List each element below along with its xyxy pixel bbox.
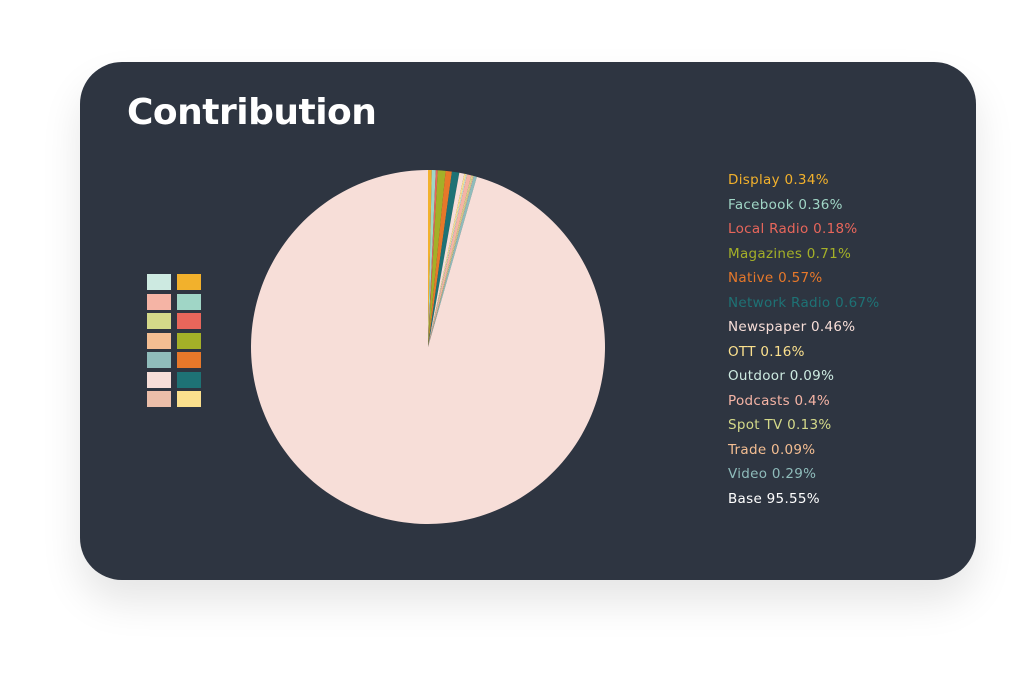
pie-slice-video [428, 176, 477, 347]
legend-item: Display 0.34% [728, 172, 829, 188]
color-swatch [177, 391, 201, 407]
palette-swatches [147, 274, 201, 407]
pie-slice-magazines [428, 170, 446, 347]
pie-slice-facebook [428, 170, 436, 347]
pie-slice-display [428, 170, 432, 347]
color-swatch [147, 274, 171, 290]
chart-title: Contribution [127, 92, 377, 133]
color-swatch [177, 274, 201, 290]
color-swatch [147, 332, 171, 349]
legend-item: OTT 0.16% [728, 343, 805, 360]
legend-item: Facebook 0.36% [728, 196, 843, 213]
legend-item: Trade 0.09% [728, 441, 816, 458]
pie-slice-native [428, 170, 452, 347]
color-swatch [177, 371, 201, 388]
pie-slice-ott [428, 173, 467, 347]
color-swatch [177, 313, 201, 329]
legend-item: Base 95.55% [728, 490, 820, 507]
pie-slice-outdoor [428, 174, 468, 347]
legend-item: Video 0.29% [728, 466, 817, 482]
color-swatch [177, 293, 201, 310]
legend-item: Native 0.57% [728, 270, 823, 286]
color-swatch [147, 313, 171, 329]
pie-slice-trade [428, 175, 474, 347]
pie-slice-newspaper [428, 172, 465, 347]
legend-item: Newspaper 0.46% [728, 319, 856, 335]
legend-item: Magazines 0.71% [728, 245, 852, 262]
legend-item: Local Radio 0.18% [728, 221, 858, 237]
color-swatch [147, 371, 171, 388]
pie-slice-podcasts [428, 174, 472, 347]
pie-chart [250, 170, 606, 524]
color-swatch [177, 332, 201, 349]
color-swatch [147, 352, 171, 368]
color-swatch [147, 293, 171, 310]
color-swatch [147, 391, 171, 407]
legend-item: Network Radio 0.67% [728, 294, 880, 311]
legend-item: Spot TV 0.13% [728, 417, 832, 433]
legend-item: Podcasts 0.4% [728, 392, 831, 409]
pie-slice-network-radio [428, 171, 460, 347]
legend-item: Outdoor 0.09% [728, 368, 835, 384]
pie-slice-base [250, 170, 606, 524]
chart-card: Contribution Display 0.34% Facebook 0.36%… [80, 62, 976, 580]
pie-slice-local-radio [428, 170, 438, 347]
pie-slice-spot-tv [428, 175, 473, 347]
color-swatch [177, 352, 201, 368]
chart-legend: Display 0.34% Facebook 0.36% Local Radio 0… [728, 170, 879, 513]
